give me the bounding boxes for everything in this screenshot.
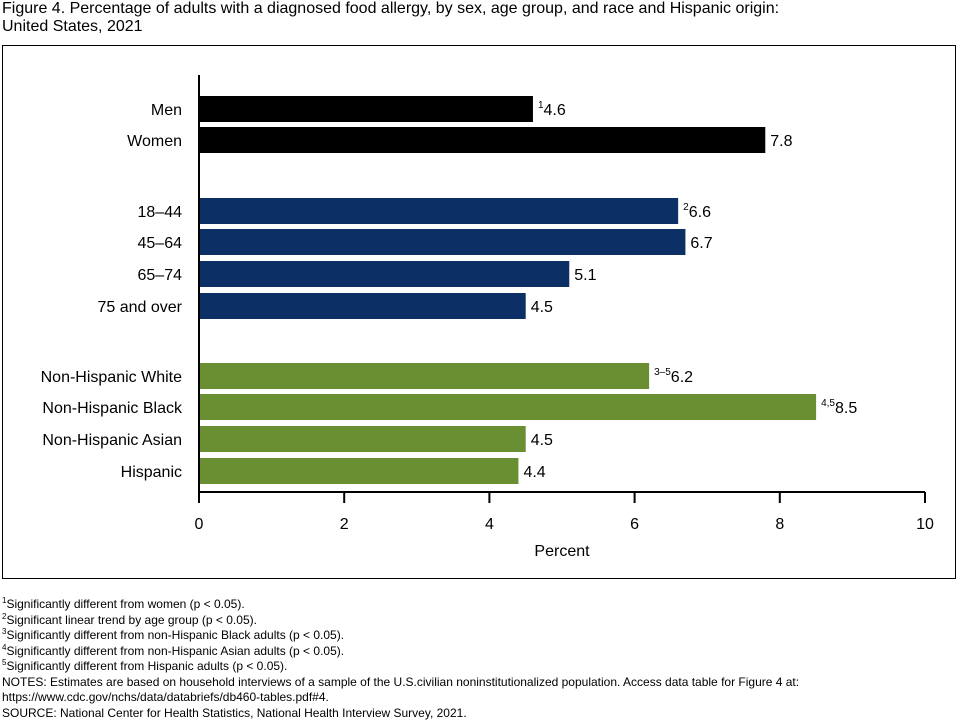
category-label: 18–44 bbox=[138, 204, 183, 221]
data-label: 26.6 bbox=[683, 202, 711, 221]
x-axis-label: Percent bbox=[534, 543, 590, 560]
x-tick-label: 4 bbox=[485, 516, 494, 533]
data-label: 4,58.5 bbox=[821, 398, 857, 417]
bar-18-44 bbox=[199, 198, 678, 224]
category-label: Non-Hispanic White bbox=[41, 369, 182, 386]
data-label: 7.8 bbox=[770, 133, 792, 150]
data-label: 4.5 bbox=[531, 432, 553, 449]
category-label: Non-Hispanic Black bbox=[42, 400, 183, 417]
notes-line-1: NOTES: Estimates are based on household … bbox=[2, 675, 799, 691]
data-label: 3–56.2 bbox=[654, 367, 693, 386]
footnote-text: Significantly different from Hispanic ad… bbox=[6, 659, 287, 673]
data-label: 4.5 bbox=[531, 299, 553, 316]
x-tick-label: 6 bbox=[630, 516, 639, 533]
bar-hispanic bbox=[199, 458, 518, 484]
data-label: 14.6 bbox=[538, 100, 566, 119]
bar-65-74 bbox=[199, 261, 569, 287]
footnote-2: 2Significant linear trend by age group (… bbox=[2, 613, 799, 629]
category-label: Women bbox=[127, 133, 182, 150]
category-label: Non-Hispanic Asian bbox=[42, 432, 182, 449]
notes-link[interactable]: https://www.cdc.gov/nchs/data/databriefs… bbox=[2, 690, 799, 706]
footnote-text: Significantly different from non-Hispani… bbox=[6, 628, 344, 642]
bar-chart: Men 14.6 Women 7.8 18–44 26.6 45–64 6.7 65–74 5.1… bbox=[0, 0, 960, 590]
bar-non-hispanic-asian bbox=[199, 426, 526, 452]
data-label: 6.7 bbox=[690, 235, 712, 252]
x-tick-label: 8 bbox=[775, 516, 784, 533]
source-note: SOURCE: National Center for Health Stati… bbox=[2, 706, 799, 721]
category-label: Men bbox=[151, 102, 182, 119]
footnote-text: Significant linear trend by age group (p… bbox=[6, 613, 257, 627]
x-tick-label: 10 bbox=[916, 516, 934, 533]
category-label: Hispanic bbox=[121, 464, 182, 481]
x-tick-label: 2 bbox=[340, 516, 349, 533]
bar-non-hispanic-black bbox=[199, 394, 816, 420]
bar-women bbox=[199, 127, 765, 153]
bar-men bbox=[199, 96, 533, 122]
category-label: 45–64 bbox=[138, 235, 183, 252]
category-label: 65–74 bbox=[138, 267, 183, 284]
footnote-3: 3Significantly different from non-Hispan… bbox=[2, 628, 799, 644]
footnote-text: Significantly different from women (p < … bbox=[6, 597, 244, 611]
data-label: 4.4 bbox=[523, 464, 545, 481]
bar-non-hispanic-white bbox=[199, 363, 649, 389]
x-tick-label: 0 bbox=[195, 516, 204, 533]
bar-75-and-over bbox=[199, 293, 526, 319]
data-label: 5.1 bbox=[574, 267, 596, 284]
footnote-1: 1Significantly different from women (p <… bbox=[2, 597, 799, 613]
category-label: 75 and over bbox=[97, 299, 182, 316]
footnotes: 1Significantly different from women (p <… bbox=[2, 597, 799, 721]
footnote-4: 4Significantly different from non-Hispan… bbox=[2, 644, 799, 660]
bar-45-64 bbox=[199, 229, 685, 255]
footnote-text: Significantly different from non-Hispani… bbox=[6, 644, 344, 658]
footnote-5: 5Significantly different from Hispanic a… bbox=[2, 659, 799, 675]
